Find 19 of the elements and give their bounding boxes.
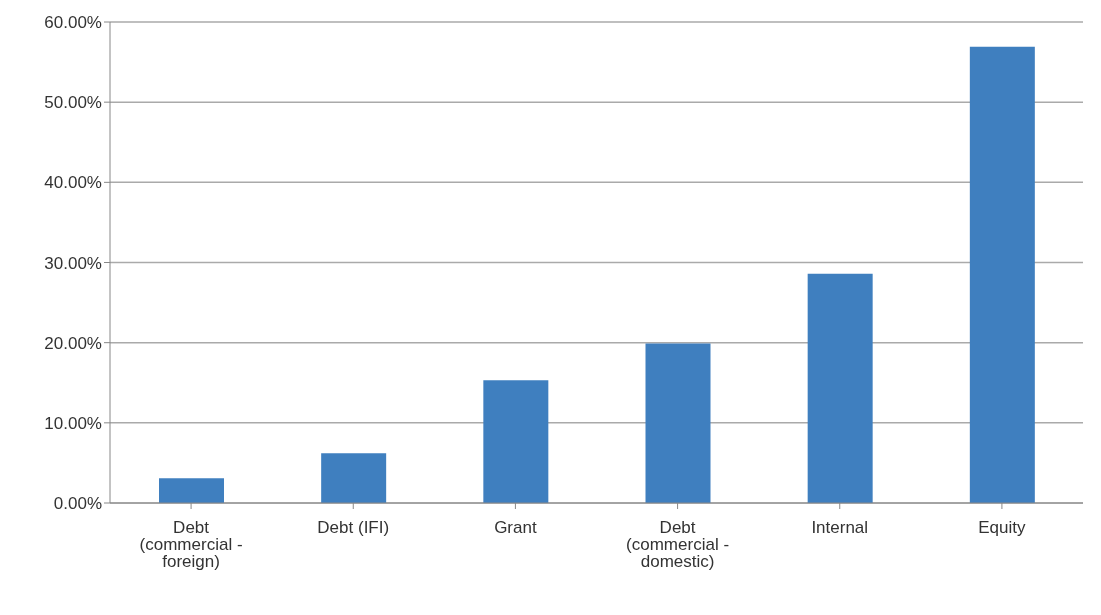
bar (483, 380, 549, 503)
bar (159, 478, 224, 503)
y-tick-label: 30.00% (44, 253, 102, 273)
x-tick-label: Debt (commercial - domestic) (626, 518, 730, 572)
y-tick-label: 60.00% (44, 13, 102, 33)
x-tick-label: Grant (494, 518, 537, 538)
y-tick-label: 40.00% (44, 173, 102, 193)
x-tick-label: Debt (commercial - foreign) (139, 518, 243, 572)
y-tick-label: 10.00% (44, 413, 102, 433)
x-tick-label: Debt (IFI) (317, 518, 390, 538)
x-tick-label: Equity (978, 518, 1027, 538)
bar (645, 343, 711, 503)
bar (321, 453, 387, 503)
y-tick-label: 50.00% (44, 93, 102, 113)
x-tick-label: Internal (811, 518, 869, 538)
bar (807, 273, 873, 503)
bar (969, 46, 1035, 503)
y-tick-label: 0.00% (53, 494, 102, 514)
y-tick-label: 20.00% (44, 333, 102, 353)
